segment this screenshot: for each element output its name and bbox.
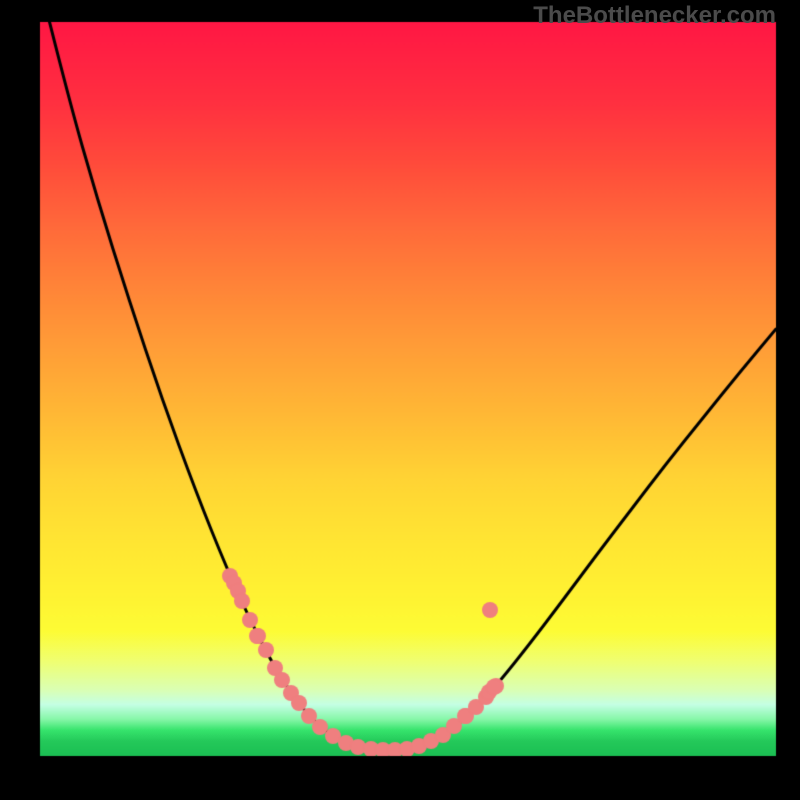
watermark-text: TheBottlenecker.com xyxy=(533,2,776,30)
bottleneck-chart xyxy=(0,0,800,800)
